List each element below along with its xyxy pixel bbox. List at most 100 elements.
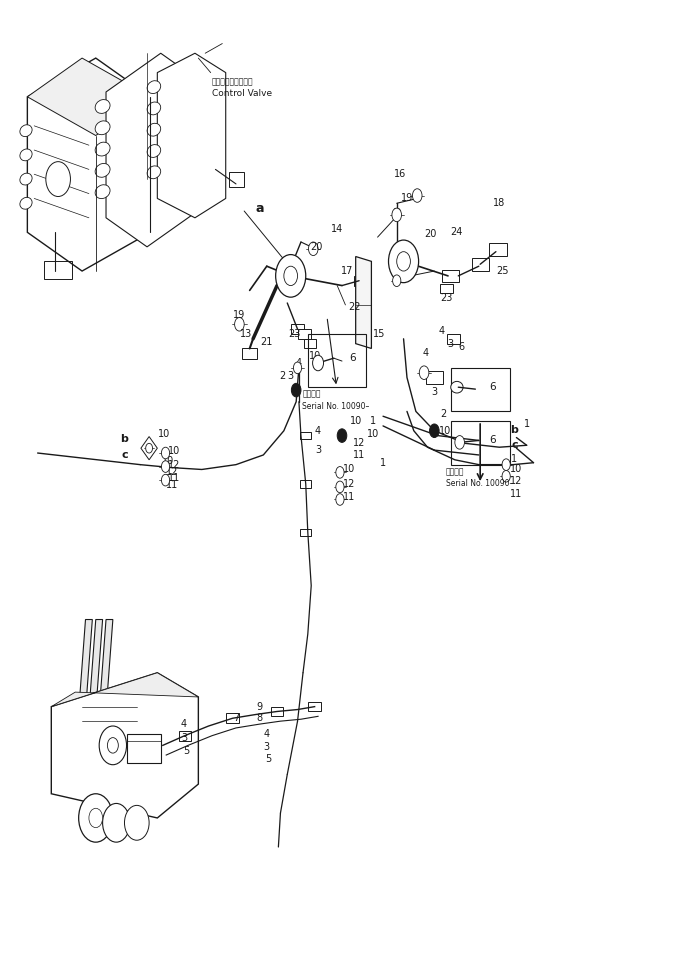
Bar [451, 421, 510, 465]
Text: 16: 16 [394, 169, 406, 179]
Polygon shape [157, 53, 226, 218]
Text: 5: 5 [265, 754, 272, 764]
Text: 6: 6 [349, 353, 356, 363]
Ellipse shape [20, 125, 32, 136]
Text: 12: 12 [168, 460, 181, 469]
Text: 6: 6 [489, 436, 496, 445]
Bar [472, 257, 488, 270]
Text: 12: 12 [166, 468, 179, 477]
Ellipse shape [95, 142, 110, 156]
Text: b: b [120, 434, 129, 443]
Circle shape [336, 494, 344, 505]
Text: 11: 11 [353, 450, 365, 460]
Text: 6: 6 [459, 342, 464, 351]
Text: 24: 24 [451, 227, 463, 237]
Text: 4: 4 [264, 729, 269, 739]
Polygon shape [27, 58, 150, 271]
Bar [451, 368, 510, 411]
Text: 20: 20 [311, 242, 323, 252]
Text: 23: 23 [288, 329, 300, 339]
Circle shape [46, 162, 70, 197]
Circle shape [293, 362, 302, 374]
Text: 2: 2 [440, 409, 447, 419]
Polygon shape [99, 620, 113, 711]
Text: 3: 3 [182, 733, 187, 742]
Text: 11: 11 [166, 480, 179, 490]
Text: コントロールバルブ: コントロールバルブ [212, 77, 254, 87]
Polygon shape [51, 673, 198, 818]
Bar [304, 339, 316, 348]
Text: 3: 3 [264, 742, 269, 752]
Text: 適用号機: 適用号機 [446, 467, 464, 476]
Ellipse shape [95, 100, 110, 113]
Bar [354, 276, 367, 286]
Circle shape [276, 255, 306, 297]
Text: 2: 2 [279, 371, 286, 380]
Text: c: c [121, 450, 128, 460]
Text: 9: 9 [257, 702, 263, 711]
Text: 1: 1 [370, 416, 376, 426]
Circle shape [235, 318, 244, 331]
Text: 5: 5 [183, 746, 189, 756]
Text: 10: 10 [168, 446, 181, 456]
Circle shape [392, 208, 402, 222]
Text: 23: 23 [440, 293, 452, 303]
Bar [300, 529, 311, 536]
Bar [44, 261, 72, 279]
Text: 10: 10 [158, 429, 170, 439]
Text: c: c [511, 440, 518, 450]
Text: 10: 10 [308, 351, 321, 361]
Bar [425, 372, 443, 384]
Bar [440, 284, 453, 293]
Circle shape [107, 738, 118, 753]
Bar [300, 432, 311, 439]
Polygon shape [51, 673, 198, 707]
Text: 4: 4 [296, 358, 302, 368]
Bar [442, 269, 458, 283]
Circle shape [389, 240, 419, 283]
Polygon shape [106, 53, 202, 247]
Text: 17: 17 [341, 266, 354, 276]
Text: 4: 4 [423, 348, 428, 358]
Circle shape [336, 467, 344, 478]
Text: 11: 11 [168, 473, 181, 483]
Text: 10: 10 [438, 426, 451, 436]
Circle shape [502, 459, 510, 470]
Text: 4: 4 [438, 326, 444, 336]
Text: b: b [510, 425, 518, 435]
Ellipse shape [95, 164, 110, 177]
Text: 4: 4 [315, 426, 321, 436]
Circle shape [336, 481, 344, 493]
Bar [308, 334, 366, 387]
Text: 8: 8 [257, 713, 263, 723]
Text: 1: 1 [524, 419, 529, 429]
Text: 3: 3 [432, 387, 437, 397]
Text: 10: 10 [367, 429, 379, 439]
Text: 10: 10 [343, 465, 355, 474]
Bar [447, 334, 460, 344]
Bar [291, 324, 304, 334]
Text: 3: 3 [315, 445, 321, 455]
Text: 1: 1 [380, 458, 386, 468]
Text: 12: 12 [343, 479, 355, 489]
Circle shape [419, 366, 429, 379]
Circle shape [124, 805, 149, 840]
Text: 12: 12 [510, 476, 523, 486]
Text: 18: 18 [493, 198, 505, 208]
Circle shape [161, 461, 170, 472]
Polygon shape [27, 58, 150, 136]
Bar [300, 480, 311, 488]
Circle shape [397, 252, 410, 271]
Circle shape [502, 470, 510, 482]
Polygon shape [356, 257, 371, 348]
Text: 19: 19 [233, 310, 246, 319]
Text: 19: 19 [401, 194, 413, 203]
Text: 25: 25 [497, 266, 509, 276]
Bar [229, 172, 244, 187]
Ellipse shape [20, 149, 32, 161]
Ellipse shape [147, 102, 161, 115]
Text: 15: 15 [373, 329, 386, 339]
Text: 10: 10 [161, 456, 174, 466]
Circle shape [455, 436, 464, 449]
Ellipse shape [95, 185, 110, 198]
